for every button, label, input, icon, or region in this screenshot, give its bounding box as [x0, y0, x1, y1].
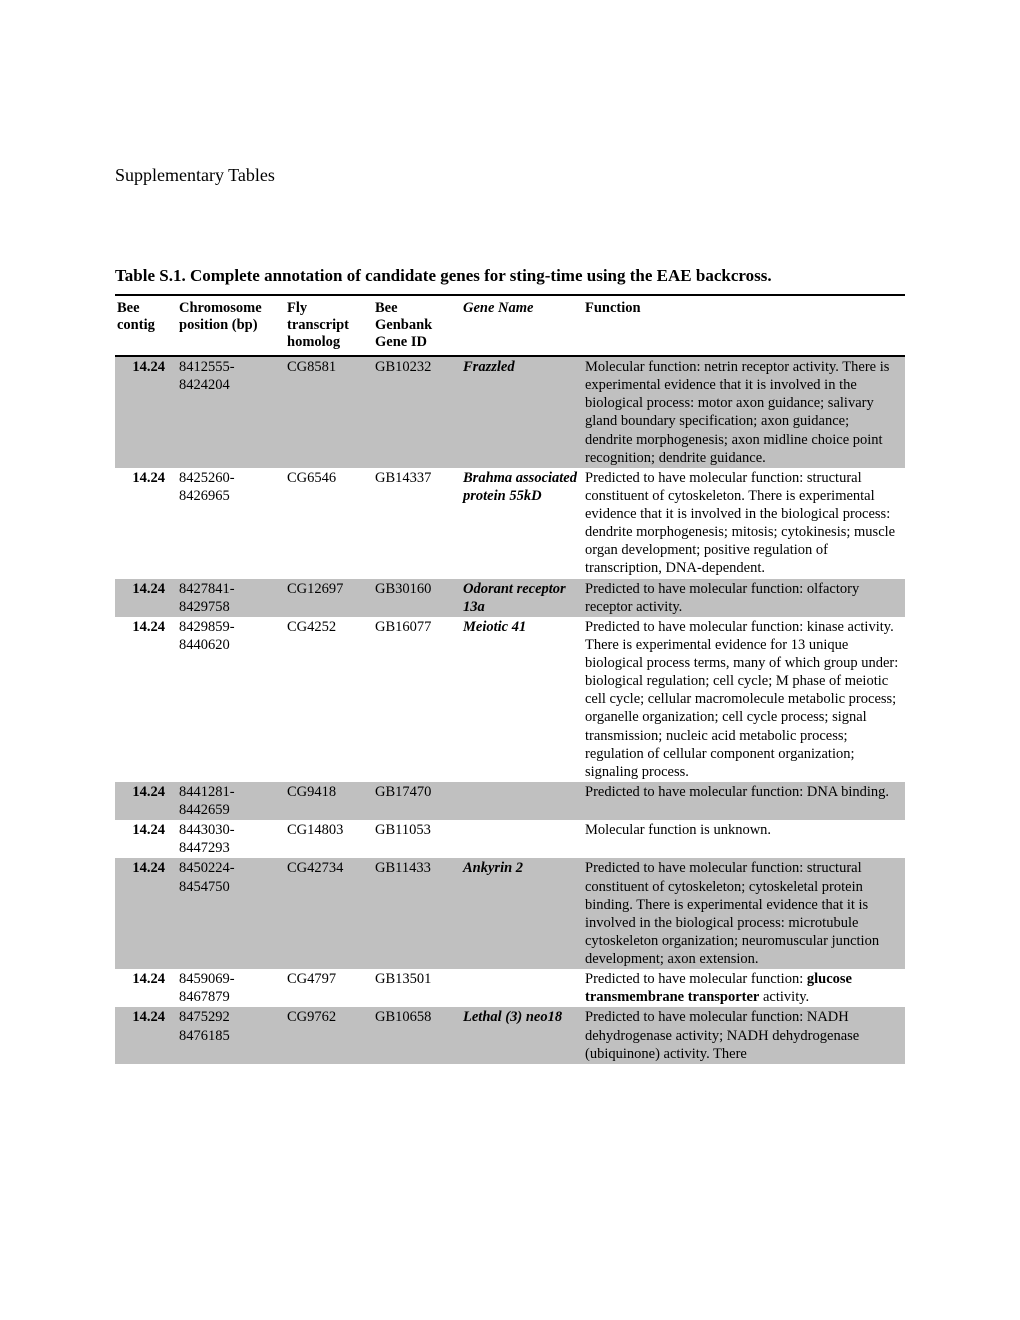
cell-position: 8443030-8447293: [177, 820, 285, 858]
cell-position: 8429859-8440620: [177, 617, 285, 782]
col-header-position: Chromosome position (bp): [177, 295, 285, 356]
cell-fly: CG6546: [285, 468, 373, 579]
cell-fly: CG8581: [285, 356, 373, 468]
cell-bee: GB10232: [373, 356, 461, 468]
cell-gene-name: Odorant receptor 13a: [461, 579, 583, 617]
col-header-function: Function: [583, 295, 905, 356]
cell-gene-name: [461, 969, 583, 1007]
cell-fly: CG4252: [285, 617, 373, 782]
cell-gene-name: Ankyrin 2: [461, 858, 583, 969]
cell-position: 8459069-8467879: [177, 969, 285, 1007]
cell-gene-name: [461, 820, 583, 858]
table-row: 14.248475292 8476185CG9762GB10658Lethal …: [115, 1007, 905, 1063]
page-heading: Supplementary Tables: [115, 165, 905, 186]
cell-bee: GB17470: [373, 782, 461, 820]
cell-bee: GB11433: [373, 858, 461, 969]
header-row: Bee contig Chromosome position (bp) Fly …: [115, 295, 905, 356]
cell-contig: 14.24: [115, 820, 177, 858]
table-row: 14.248443030-8447293CG14803GB11053 Molecu…: [115, 820, 905, 858]
cell-contig: 14.24: [115, 356, 177, 468]
cell-bee: GB13501: [373, 969, 461, 1007]
col-header-contig: Bee contig: [115, 295, 177, 356]
cell-gene-name: Lethal (3) neo18: [461, 1007, 583, 1063]
cell-position: 8427841-8429758: [177, 579, 285, 617]
cell-gene-name: Meiotic 41: [461, 617, 583, 782]
cell-function: Molecular function: netrin receptor acti…: [583, 356, 905, 468]
table-row: 14.248450224-8454750CG42734GB11433Ankyri…: [115, 858, 905, 969]
function-pre: Predicted to have molecular function:: [585, 971, 807, 987]
table-body: 14.248412555-8424204CG8581GB10232Frazzle…: [115, 356, 905, 1064]
cell-contig: 14.24: [115, 579, 177, 617]
cell-gene-name: [461, 782, 583, 820]
cell-bee: GB14337: [373, 468, 461, 579]
cell-position: 8441281-8442659: [177, 782, 285, 820]
table-row: 14.248425260-8426965CG6546GB14337Brahma …: [115, 468, 905, 579]
cell-function: Predicted to have molecular function: DN…: [583, 782, 905, 820]
cell-fly: CG14803: [285, 820, 373, 858]
table-row: 14.248412555-8424204CG8581GB10232Frazzle…: [115, 356, 905, 468]
cell-function: Predicted to have molecular function: st…: [583, 468, 905, 579]
cell-position: 8412555-8424204: [177, 356, 285, 468]
cell-position: 8450224-8454750: [177, 858, 285, 969]
annotation-table: Bee contig Chromosome position (bp) Fly …: [115, 294, 905, 1064]
cell-contig: 14.24: [115, 858, 177, 969]
cell-function: Predicted to have molecular function: st…: [583, 858, 905, 969]
cell-position: 8475292 8476185: [177, 1007, 285, 1063]
cell-fly: CG9762: [285, 1007, 373, 1063]
table-row: 14.248429859-8440620CG4252GB16077Meiotic…: [115, 617, 905, 782]
cell-fly: CG4797: [285, 969, 373, 1007]
cell-function: Predicted to have molecular function: gl…: [583, 969, 905, 1007]
cell-fly: CG12697: [285, 579, 373, 617]
cell-fly: CG9418: [285, 782, 373, 820]
cell-contig: 14.24: [115, 782, 177, 820]
cell-contig: 14.24: [115, 468, 177, 579]
cell-function: Molecular function is unknown.: [583, 820, 905, 858]
col-header-fly: Fly transcript homolog: [285, 295, 373, 356]
cell-bee: GB11053: [373, 820, 461, 858]
cell-bee: GB16077: [373, 617, 461, 782]
cell-contig: 14.24: [115, 1007, 177, 1063]
cell-contig: 14.24: [115, 617, 177, 782]
cell-gene-name: Frazzled: [461, 356, 583, 468]
cell-bee: GB30160: [373, 579, 461, 617]
cell-fly: CG42734: [285, 858, 373, 969]
cell-function: Predicted to have molecular function: ol…: [583, 579, 905, 617]
col-header-bee: Bee Genbank Gene ID: [373, 295, 461, 356]
cell-contig: 14.24: [115, 969, 177, 1007]
table-row: 14.248459069-8467879CG4797GB13501 Predict…: [115, 969, 905, 1007]
cell-function: Predicted to have molecular function: NA…: [583, 1007, 905, 1063]
function-post: activity.: [759, 989, 809, 1005]
cell-gene-name: Brahma associated protein 55kD: [461, 468, 583, 579]
table-row: 14.248427841-8429758CG12697GB30160Odoran…: [115, 579, 905, 617]
cell-position: 8425260-8426965: [177, 468, 285, 579]
table-title: Table S.1. Complete annotation of candid…: [115, 266, 905, 286]
col-header-gene: Gene Name: [461, 295, 583, 356]
cell-bee: GB10658: [373, 1007, 461, 1063]
cell-function: Predicted to have molecular function: ki…: [583, 617, 905, 782]
table-row: 14.248441281-8442659CG9418GB17470 Predict…: [115, 782, 905, 820]
